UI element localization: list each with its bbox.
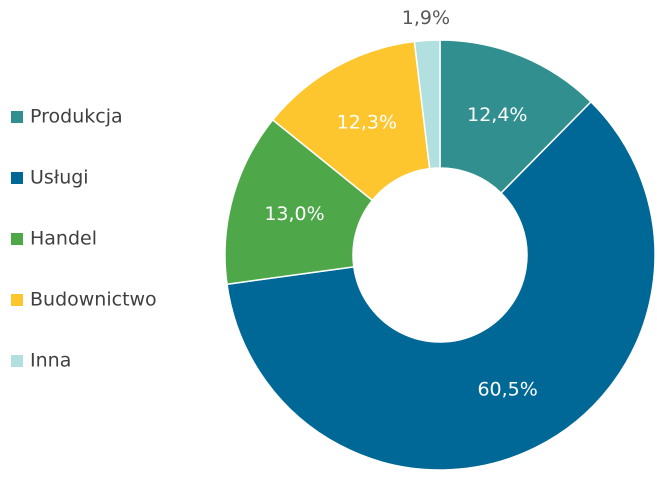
legend-label: Handel	[30, 228, 97, 250]
data-label: 12,4%	[467, 104, 527, 126]
donut-slice	[439, 39, 593, 195]
donut-slice	[226, 100, 656, 471]
legend-swatch	[11, 355, 23, 367]
legend-label: Budownictwo	[30, 289, 157, 311]
data-label: 13,0%	[264, 203, 324, 225]
data-label: 12,3%	[337, 111, 397, 133]
donut-slice	[413, 39, 441, 170]
donut-slice	[271, 40, 431, 202]
legend-label: Inna	[30, 350, 71, 372]
legend-swatch	[11, 294, 23, 306]
legend-swatch	[11, 172, 23, 184]
donut-slice	[224, 118, 374, 286]
legend-label: Usługi	[30, 167, 89, 189]
legend-swatch	[11, 111, 23, 123]
data-label: 1,9%	[402, 7, 450, 29]
legend-swatch	[11, 233, 23, 245]
data-label: 60,5%	[477, 379, 537, 401]
legend-label: Produkcja	[30, 106, 123, 128]
